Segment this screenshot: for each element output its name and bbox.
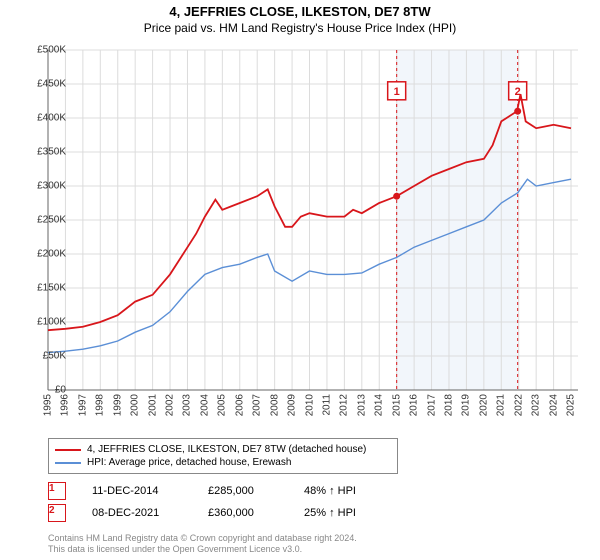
chart-area: 12	[48, 50, 578, 390]
sale-pct-2: 25% ↑ HPI	[304, 507, 384, 519]
svg-text:1: 1	[394, 86, 400, 98]
footer-attribution: Contains HM Land Registry data © Crown c…	[48, 533, 357, 556]
sale-marker-2: 2	[48, 504, 66, 522]
legend-swatch-1	[55, 449, 81, 451]
sales-table: 1 11-DEC-2014 £285,000 48% ↑ HPI 2 08-DE…	[48, 480, 384, 524]
sale-date-1: 11-DEC-2014	[92, 485, 182, 497]
legend-swatch-2	[55, 462, 81, 464]
sale-pct-1: 48% ↑ HPI	[304, 485, 384, 497]
sale-price-1: £285,000	[208, 485, 278, 497]
sale-price-2: £360,000	[208, 507, 278, 519]
legend-label-1: 4, JEFFRIES CLOSE, ILKESTON, DE7 8TW (de…	[87, 444, 366, 455]
legend-label-2: HPI: Average price, detached house, Erew…	[87, 457, 291, 468]
chart-title: 4, JEFFRIES CLOSE, ILKESTON, DE7 8TW	[0, 0, 600, 19]
sale-date-2: 08-DEC-2021	[92, 507, 182, 519]
chart-subtitle: Price paid vs. HM Land Registry's House …	[0, 19, 600, 35]
legend-box: 4, JEFFRIES CLOSE, ILKESTON, DE7 8TW (de…	[48, 438, 398, 474]
chart-svg: 12	[48, 50, 578, 390]
sale-marker-1: 1	[48, 482, 66, 500]
